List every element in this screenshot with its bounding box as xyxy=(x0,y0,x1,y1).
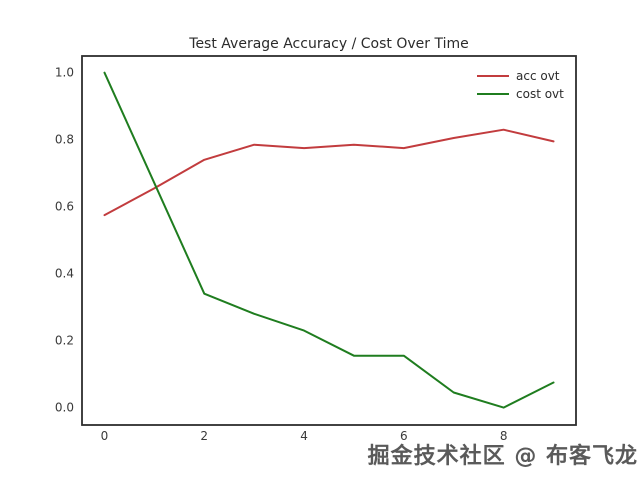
x-tick-label: 4 xyxy=(300,429,308,443)
y-tick-label: 0.2 xyxy=(55,334,74,348)
series-line-acc-ovt xyxy=(103,128,555,217)
y-axis-tick-labels: 0.0 0.2 0.4 0.6 0.8 1.0 xyxy=(55,66,74,415)
legend: acc ovt cost ovt xyxy=(477,69,564,101)
series-lines xyxy=(103,71,555,409)
y-tick-label: 1.0 xyxy=(55,66,74,80)
y-tick-label: 0.8 xyxy=(55,133,74,147)
y-tick-label: 0.4 xyxy=(55,267,74,281)
x-tick-label: 8 xyxy=(500,429,508,443)
legend-label-cost-ovt: cost ovt xyxy=(516,87,564,101)
y-tick-label: 0.0 xyxy=(55,401,74,415)
plot-border xyxy=(81,55,577,426)
chart-title: Test Average Accuracy / Cost Over Time xyxy=(188,36,468,52)
y-tick-label: 0.6 xyxy=(55,200,74,214)
watermark-text: 掘金技术社区 @ 布客飞龙 xyxy=(367,444,638,469)
legend-label-acc-ovt: acc ovt xyxy=(516,69,560,83)
x-tick-label: 2 xyxy=(200,429,208,443)
x-tick-label: 0 xyxy=(101,429,109,443)
x-axis-tick-labels: 0 2 4 6 8 xyxy=(101,429,508,443)
x-tick-label: 6 xyxy=(400,429,408,443)
series-line-cost-ovt xyxy=(103,71,555,409)
